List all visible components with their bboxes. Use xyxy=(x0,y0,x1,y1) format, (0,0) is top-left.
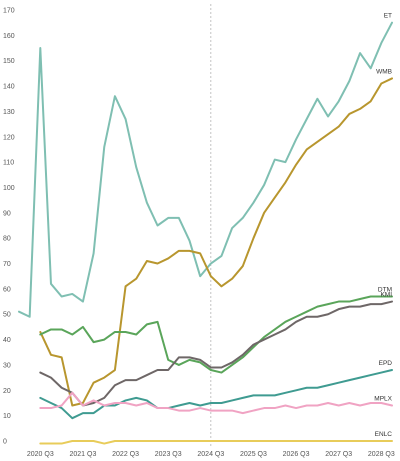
series-line-enlc xyxy=(39,440,393,445)
series-line-et xyxy=(18,21,393,318)
x-tick-label: 2020 Q3 xyxy=(27,451,54,458)
x-tick-label: 2026 Q3 xyxy=(283,451,310,458)
y-tick-label: 110 xyxy=(3,160,14,167)
x-tick-label: 2025 Q3 xyxy=(240,451,267,458)
x-tick-label: 2021 Q3 xyxy=(70,451,97,458)
y-tick-label: 160 xyxy=(3,33,15,40)
y-tick-label: 30 xyxy=(3,362,11,369)
series-line-dtm xyxy=(39,295,393,374)
y-tick-label: 170 xyxy=(3,8,15,15)
x-tick-label: 2028 Q3 xyxy=(368,451,395,458)
axis-layer: 0 10 20 30 40 50 60 70 80 90 100 110 120 130 140 150 160… xyxy=(3,8,395,459)
series-label-enlc: ENLC xyxy=(375,431,393,438)
series-label-kmi: KMI xyxy=(380,292,392,299)
series-label-mplx: MPLX xyxy=(374,396,392,403)
series-label-et: ET xyxy=(384,13,392,20)
y-tick-label: 150 xyxy=(3,58,15,65)
y-tick-label: 0 xyxy=(3,439,7,446)
y-tick-label: 20 xyxy=(3,388,11,395)
series-label-wmb: WMB xyxy=(376,68,392,75)
y-tick-label: 120 xyxy=(3,134,15,141)
y-tick-label: 80 xyxy=(3,236,11,243)
y-tick-label: 100 xyxy=(3,185,15,192)
series-line-epd xyxy=(39,369,393,420)
x-tick-label: 2027 Q3 xyxy=(325,451,352,458)
series-line-kmi xyxy=(39,300,393,407)
series-label-dtm: DTM xyxy=(378,286,392,293)
series-line-wmb xyxy=(39,77,393,407)
y-tick-label: 140 xyxy=(3,84,15,91)
y-tick-label: 50 xyxy=(3,312,11,319)
x-tick-label: 2024 Q3 xyxy=(197,451,224,458)
y-tick-label: 60 xyxy=(3,286,11,293)
x-tick-label: 2023 Q3 xyxy=(155,451,182,458)
y-tick-label: 90 xyxy=(3,210,11,217)
y-tick-label: 130 xyxy=(3,109,15,116)
y-tick-label: 70 xyxy=(3,261,11,268)
series-layer xyxy=(18,21,393,445)
y-tick-label: 40 xyxy=(3,337,11,344)
y-tick-label: 10 xyxy=(3,413,11,420)
series-line-mplx xyxy=(39,391,393,415)
series-label-epd: EPD xyxy=(379,360,393,367)
x-tick-label: 2022 Q3 xyxy=(112,451,139,458)
